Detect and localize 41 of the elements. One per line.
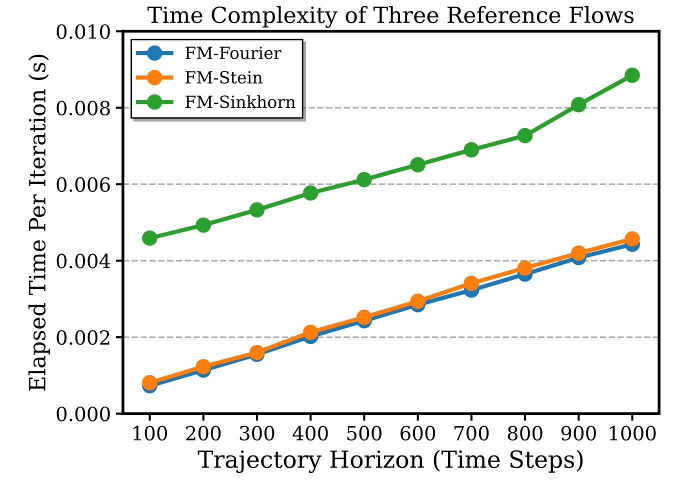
- point: [571, 245, 586, 261]
- chart-title: Time Complexity of Three Reference Flows: [147, 6, 634, 28]
- point: [410, 157, 426, 172]
- point: [517, 260, 533, 276]
- x-axis-title: Trajectory Horizon (Time Steps): [198, 450, 583, 474]
- y-tick-label: 0.010: [56, 24, 110, 39]
- point: [142, 375, 158, 390]
- y-tick-label: 0.002: [56, 330, 110, 345]
- point: [302, 324, 318, 340]
- y-axis-title: Elapsed Time Per Iteration (s): [28, 54, 50, 391]
- point: [142, 230, 158, 246]
- legend-label: FM-Stein: [186, 71, 262, 84]
- legend-label: FM-Fourier: [186, 46, 282, 60]
- x-tick-label: 800: [508, 426, 542, 441]
- x-tick-label: 500: [347, 426, 382, 441]
- point: [464, 276, 480, 291]
- y-tick-label: 0.006: [56, 177, 110, 192]
- point: [356, 172, 372, 188]
- point: [302, 185, 318, 201]
- x-tick-label: 200: [186, 426, 221, 441]
- point: [249, 202, 265, 218]
- y-tick-label: 0.008: [56, 100, 110, 116]
- point: [624, 231, 640, 247]
- point: [196, 218, 212, 233]
- point: [571, 97, 586, 112]
- x-tick-label: 300: [240, 426, 274, 441]
- point: [517, 128, 533, 144]
- x-tick-label: 1000: [610, 426, 656, 441]
- y-tick-label: 0.004: [56, 254, 110, 268]
- point: [624, 68, 640, 83]
- point: [410, 294, 426, 309]
- point: [356, 310, 372, 325]
- y-tick-label: 0.000: [56, 406, 110, 422]
- x-tick-label: 900: [561, 426, 596, 441]
- point: [196, 358, 212, 374]
- x-tick-label: 100: [134, 426, 168, 441]
- x-tick-label: 700: [454, 426, 489, 441]
- x-tick-label: 400: [292, 426, 328, 441]
- legend-label: FM-Sinkhorn: [186, 95, 296, 108]
- point: [464, 142, 480, 158]
- x-tick-label: 600: [400, 426, 436, 441]
